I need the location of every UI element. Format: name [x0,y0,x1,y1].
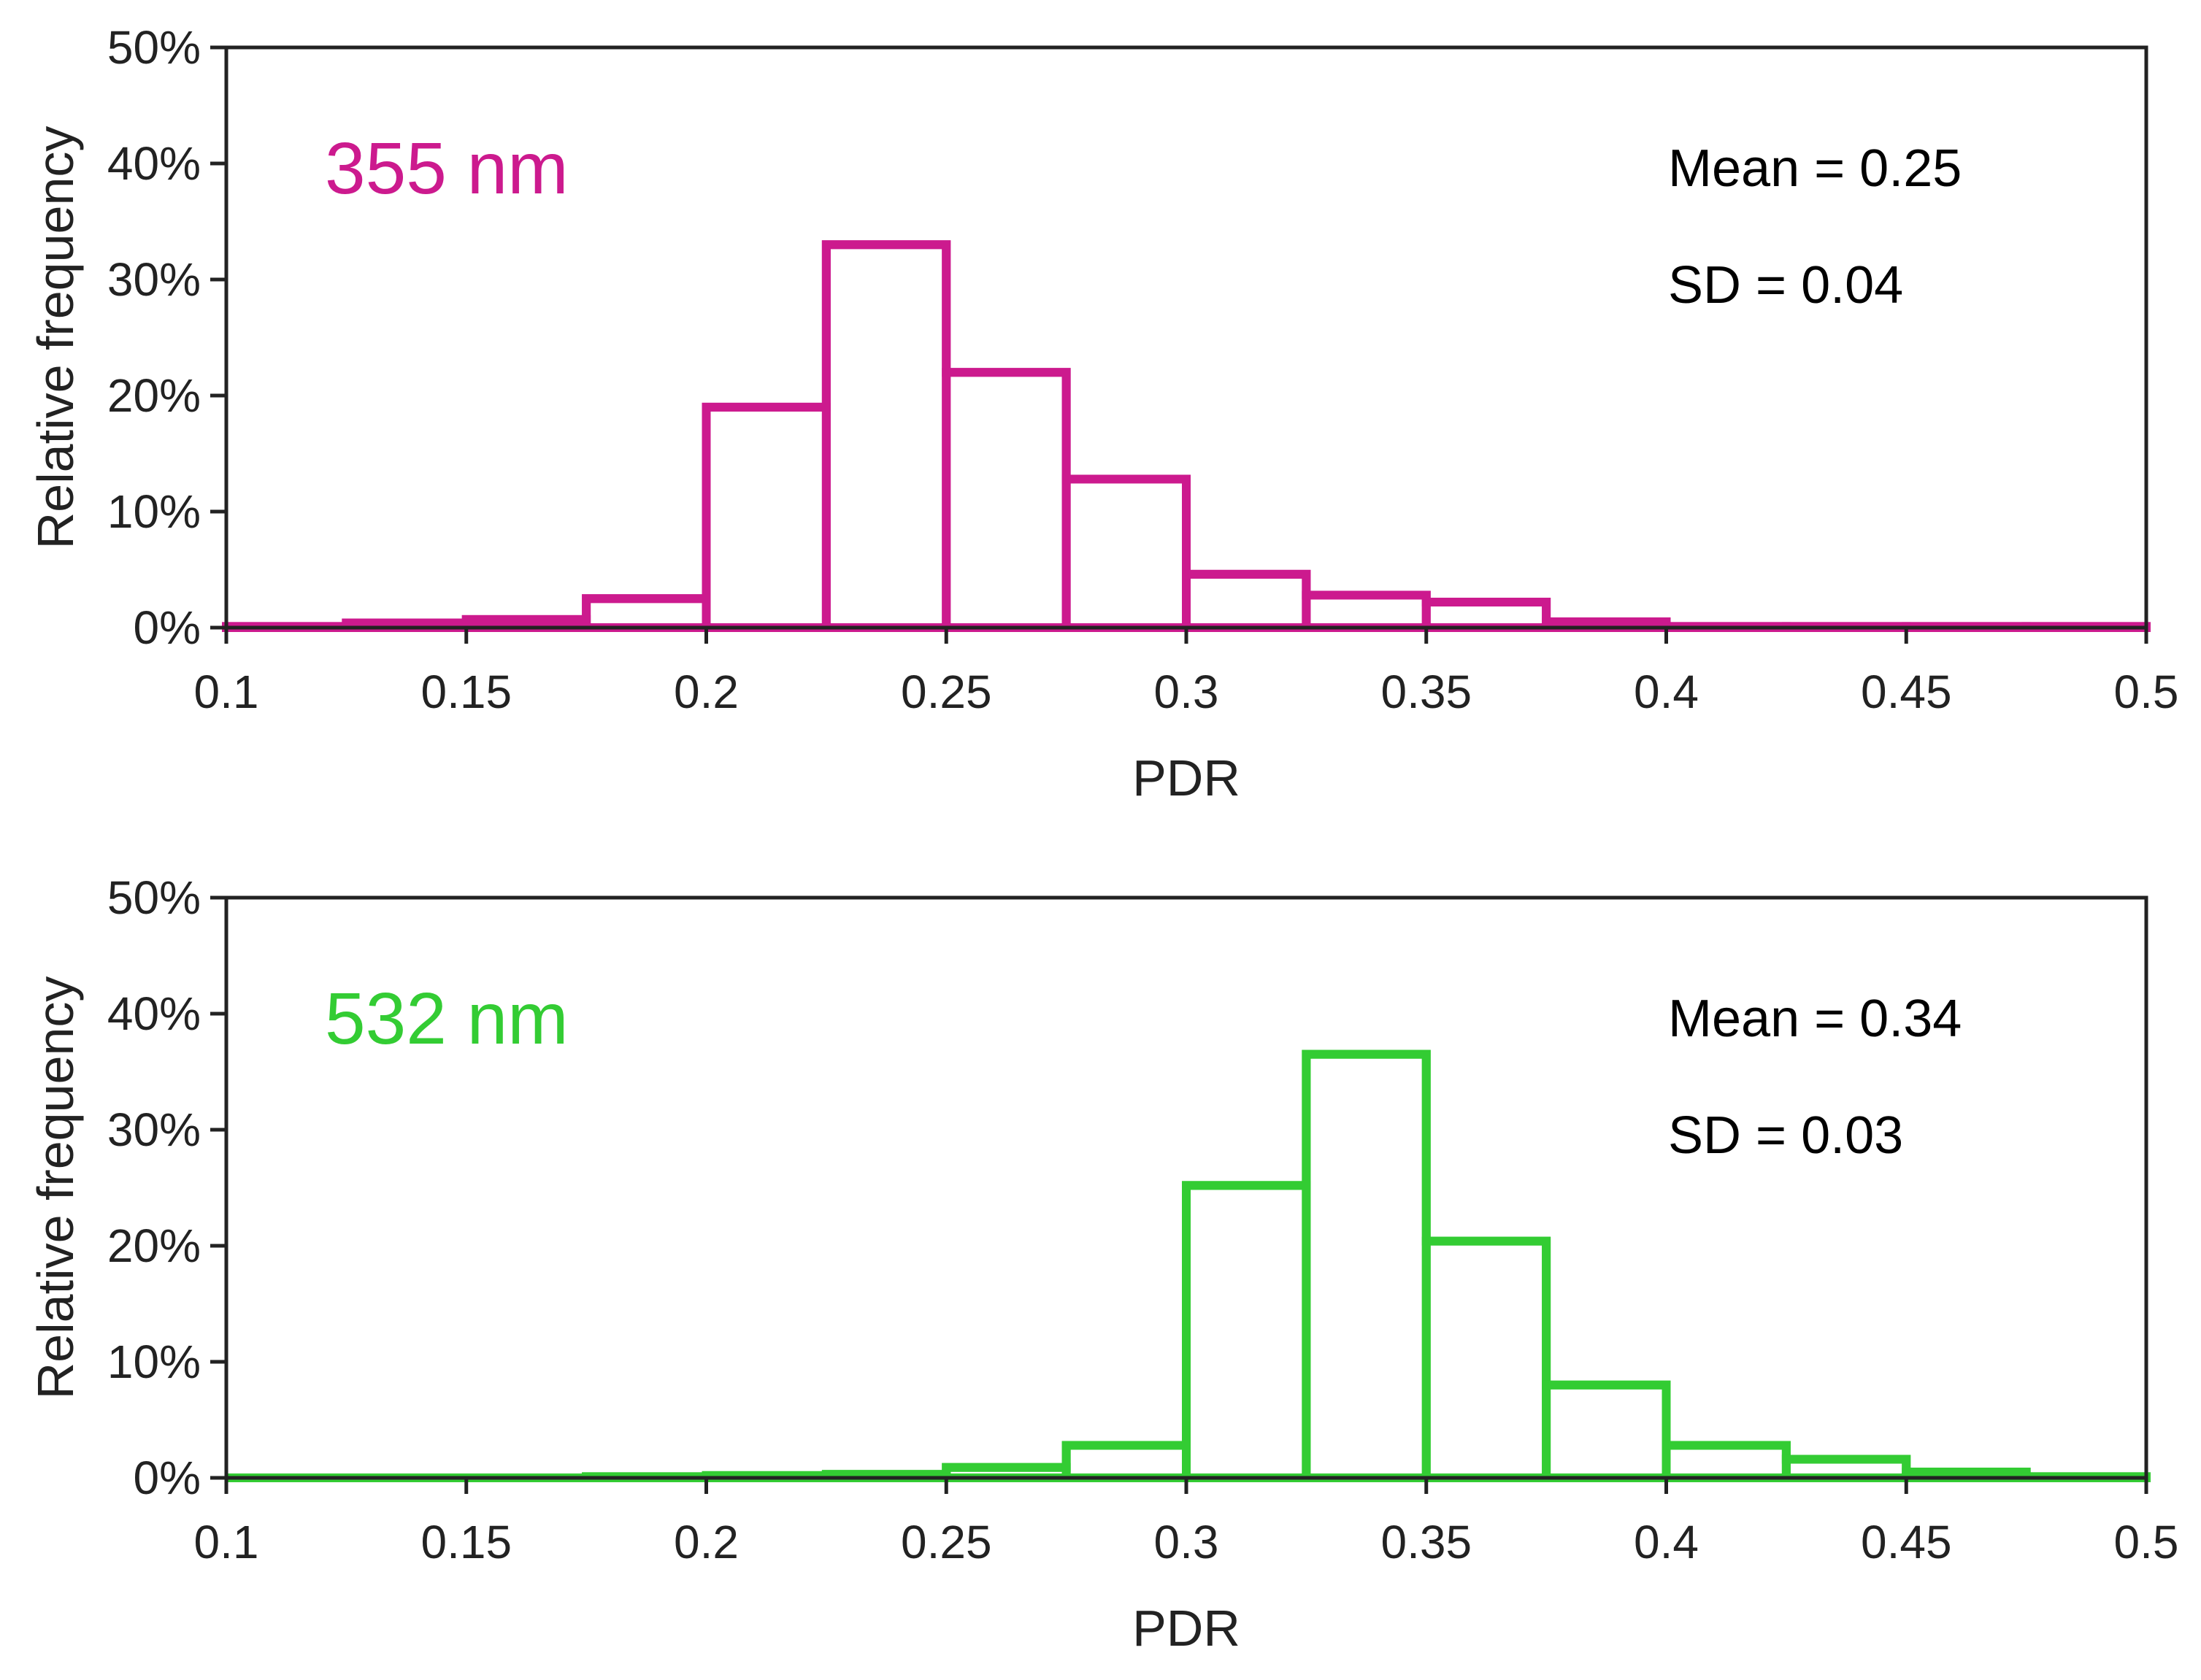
y-tick-label: 50% [107,21,201,74]
histogram-bar [1421,598,1551,633]
y-axis-title: Relative frequency [27,976,84,1400]
y-tick-label: 40% [107,987,201,1040]
histogram-bar [702,402,831,633]
y-tick-label: 10% [107,485,201,538]
y-tick-label: 30% [107,1103,201,1156]
histogram-bar [1542,1380,1671,1483]
x-tick-label: 0.35 [1380,1516,1472,1568]
histogram-bar [1662,1441,1791,1482]
y-axis-title: Relative frequency [27,126,84,550]
x-tick-label: 0.1 [194,666,259,718]
sd-annotation: SD = 0.04 [1668,256,1903,315]
y-tick-label: 40% [107,137,201,190]
y-tick-label: 0% [134,601,201,654]
y-tick-label: 0% [134,1452,201,1504]
histogram-bar [942,368,1071,632]
x-tick-label: 0.35 [1380,666,1472,718]
x-axis-title: PDR [1132,1600,1240,1657]
x-axis-title: PDR [1132,750,1240,806]
histogram-bar [1061,1441,1191,1482]
histogram-bar [1061,474,1191,632]
y-tick-label: 10% [107,1336,201,1388]
x-tick-label: 0.25 [901,1516,992,1568]
x-tick-label: 0.4 [1634,1516,1699,1568]
mean-annotation: Mean = 0.34 [1668,990,1962,1048]
x-tick-label: 0.45 [1861,1516,1952,1568]
sd-annotation: SD = 0.03 [1668,1106,1903,1165]
histogram-bar [1421,1236,1551,1482]
histogram-bar [582,594,711,632]
x-tick-label: 0.5 [2114,666,2179,718]
histogram-bar [1182,1181,1311,1482]
x-tick-label: 0.45 [1861,666,1952,718]
x-tick-label: 0.2 [674,666,739,718]
x-tick-label: 0.3 [1154,1516,1219,1568]
x-tick-label: 0.2 [674,1516,739,1568]
y-tick-label: 20% [107,369,201,422]
y-tick-label: 30% [107,253,201,306]
y-tick-label: 20% [107,1219,201,1272]
x-tick-label: 0.5 [2114,1516,2179,1568]
x-tick-label: 0.15 [420,666,512,718]
x-tick-label: 0.3 [1154,666,1219,718]
x-tick-label: 0.15 [420,1516,512,1568]
x-tick-label: 0.4 [1634,666,1699,718]
wavelength-label: 532 nm [325,978,569,1060]
wavelength-label: 355 nm [325,128,569,209]
histogram-bar [1781,1454,1911,1483]
x-tick-label: 0.25 [901,666,992,718]
mean-annotation: Mean = 0.25 [1668,139,1962,198]
histogram-bar [1182,569,1311,632]
x-tick-label: 0.1 [194,1516,259,1568]
histogram-bar [821,240,951,632]
histogram-bar [1302,1049,1431,1482]
y-tick-label: 50% [107,871,201,924]
histogram-bar [1302,590,1431,632]
